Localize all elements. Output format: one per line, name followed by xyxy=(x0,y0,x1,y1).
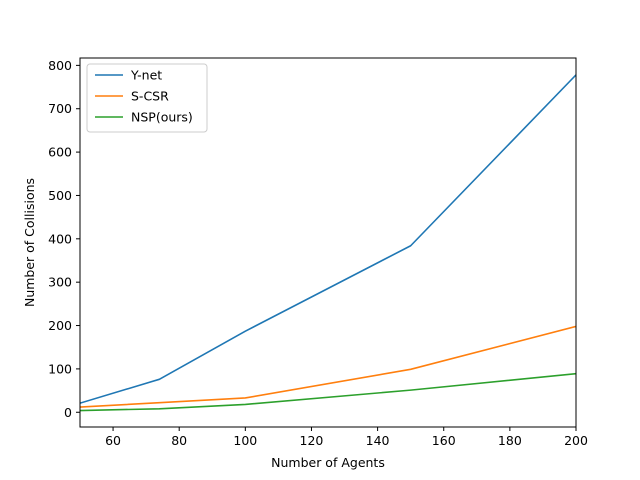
x-axis-label: Number of Agents xyxy=(271,455,385,470)
y-tick-label: 200 xyxy=(48,318,72,333)
x-tick-label: 100 xyxy=(233,433,257,448)
x-tick-label: 180 xyxy=(498,433,522,448)
x-axis: 60 80 100 120 140 160 180 200 xyxy=(105,427,588,448)
legend-box xyxy=(86,63,208,133)
series-line-2 xyxy=(80,325,576,408)
y-tick-label: 0 xyxy=(64,405,72,420)
x-tick-label: 140 xyxy=(366,433,390,448)
y-axis: 0 100 200 300 400 500 600 700 800 xyxy=(48,58,80,420)
y-tick-label: 100 xyxy=(48,361,72,376)
series-line-3 xyxy=(80,372,576,412)
y-axis-label: Number of Collisions xyxy=(22,178,37,307)
y-tick-label: 700 xyxy=(48,101,72,116)
x-tick-label: 160 xyxy=(432,433,456,448)
legend-label: Y-net xyxy=(130,68,162,83)
legend-label: NSP(ours) xyxy=(131,110,193,125)
y-tick-label: 600 xyxy=(48,145,72,160)
legend-label: S-CSR xyxy=(131,89,169,104)
legend: Y-net S-CSR NSP(ours) xyxy=(86,63,208,133)
series-line-1 xyxy=(80,74,576,404)
x-tick-label: 200 xyxy=(564,433,588,448)
x-tick-label: 80 xyxy=(171,433,187,448)
x-tick-label: 120 xyxy=(300,433,324,448)
y-tick-label: 300 xyxy=(48,275,72,290)
y-tick-label: 800 xyxy=(48,58,72,73)
series-layer xyxy=(80,74,576,412)
y-tick-label: 500 xyxy=(48,188,72,203)
axes-frame xyxy=(79,57,577,428)
y-tick-label: 400 xyxy=(48,231,72,246)
x-tick-label: 60 xyxy=(105,433,121,448)
